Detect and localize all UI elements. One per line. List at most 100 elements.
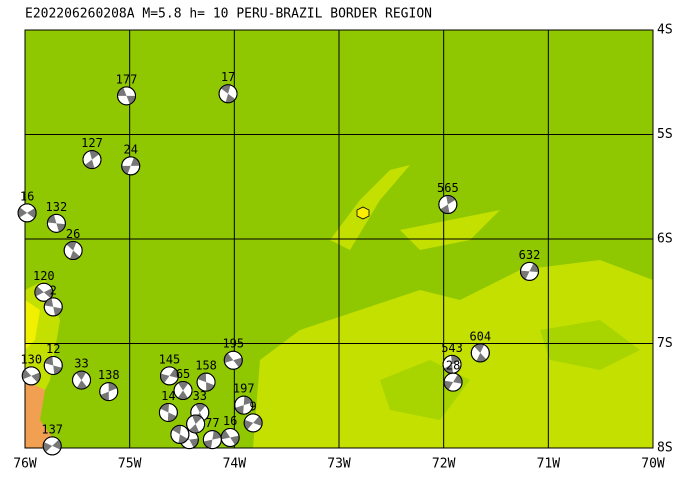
beachball-outline bbox=[170, 424, 190, 444]
depth-label: 2 bbox=[50, 283, 57, 297]
depth-label: 137 bbox=[41, 422, 63, 436]
beachball-outline bbox=[21, 366, 41, 386]
beachball-outline bbox=[63, 240, 83, 260]
beachball-outline bbox=[438, 195, 458, 215]
compression-lobe bbox=[197, 373, 215, 392]
focal-mechanism bbox=[17, 203, 37, 223]
depth-label: 16 bbox=[223, 414, 237, 428]
depth-label: 177 bbox=[116, 72, 138, 86]
compression-lobe bbox=[117, 87, 136, 105]
focal-mechanism bbox=[223, 350, 243, 370]
y-tick-label: 5S bbox=[657, 127, 673, 142]
depth-label: 604 bbox=[469, 329, 491, 343]
focal-mechanism bbox=[438, 195, 458, 215]
compression-lobe bbox=[440, 195, 456, 214]
beachball-outline bbox=[218, 84, 238, 104]
compression-lobe bbox=[22, 369, 41, 383]
focal-mechanism bbox=[220, 428, 240, 448]
x-tick-label: 76W bbox=[13, 457, 37, 472]
focal-mechanism bbox=[158, 402, 178, 422]
focal-mechanism bbox=[72, 370, 92, 390]
depth-label: 65 bbox=[176, 367, 190, 381]
compression-lobe bbox=[189, 414, 203, 433]
beachball-outline bbox=[234, 395, 254, 415]
depth-label: 14 bbox=[161, 389, 175, 403]
beachball-outline bbox=[443, 372, 463, 392]
depth-label: 26 bbox=[66, 227, 80, 241]
focal-mechanism bbox=[234, 395, 254, 415]
focal-mechanism bbox=[443, 372, 463, 392]
x-tick-label: 75W bbox=[118, 457, 142, 472]
compression-lobe bbox=[224, 353, 243, 368]
beachball-outline bbox=[43, 355, 63, 375]
compression-lobe bbox=[160, 368, 179, 384]
y-tick-label: 4S bbox=[657, 23, 673, 38]
compression-lobe bbox=[203, 430, 222, 449]
compression-lobe bbox=[121, 157, 140, 175]
focal-mechanism bbox=[159, 366, 179, 386]
depth-label: 565 bbox=[437, 181, 459, 195]
compression-lobe bbox=[220, 84, 236, 103]
compression-lobe bbox=[172, 425, 188, 444]
beachball-outline bbox=[223, 350, 243, 370]
beachball-outline bbox=[43, 297, 63, 317]
beachball-outline bbox=[72, 370, 92, 390]
y-tick-label: 8S bbox=[657, 441, 673, 456]
focal-mechanism bbox=[519, 261, 539, 281]
depth-label: 17 bbox=[221, 70, 235, 84]
orange-area bbox=[25, 380, 60, 448]
focal-mechanism bbox=[34, 282, 54, 302]
depth-label: 33 bbox=[74, 357, 88, 371]
focal-mechanism bbox=[121, 156, 141, 176]
beachball-outline bbox=[34, 282, 54, 302]
beachball-outline bbox=[117, 86, 137, 106]
depth-label: 195 bbox=[222, 337, 244, 351]
depth-label: 158 bbox=[195, 359, 217, 373]
focal-mechanism bbox=[42, 436, 62, 456]
depth-label: 127 bbox=[81, 136, 103, 150]
depth-label: 9 bbox=[250, 399, 257, 413]
focal-mechanism bbox=[21, 366, 41, 386]
map-frame bbox=[24, 29, 654, 449]
focal-mechanism bbox=[470, 343, 490, 363]
depth-label: 132 bbox=[46, 200, 68, 214]
beachball-outline bbox=[243, 413, 263, 433]
yellow-area bbox=[25, 300, 40, 350]
focal-mechanism bbox=[43, 297, 63, 317]
focal-mechanism bbox=[218, 84, 238, 104]
depth-label: 24 bbox=[123, 142, 137, 156]
compression-lobe bbox=[100, 382, 118, 401]
focal-mechanism bbox=[43, 355, 63, 375]
depth-label: 12 bbox=[46, 342, 60, 356]
focal-mechanism bbox=[63, 240, 83, 260]
compression-lobe bbox=[75, 371, 88, 390]
x-tick-label: 74W bbox=[223, 457, 247, 472]
y-tick-label: 6S bbox=[657, 232, 673, 247]
focal-mechanism bbox=[173, 381, 193, 401]
beachball-outline bbox=[158, 402, 178, 422]
x-tick-label: 71W bbox=[537, 457, 561, 472]
x-tick-label: 72W bbox=[432, 457, 456, 472]
depth-label: 145 bbox=[159, 352, 181, 366]
beachball-outline bbox=[99, 382, 119, 402]
compression-lobe bbox=[221, 430, 240, 446]
compression-lobe bbox=[444, 355, 461, 374]
beachball-outline bbox=[46, 213, 66, 233]
x-tick-label: 70W bbox=[641, 457, 665, 472]
compression-lobe bbox=[474, 343, 487, 362]
depth-label: 28 bbox=[446, 359, 460, 373]
compression-lobe bbox=[34, 286, 53, 299]
compression-lobe bbox=[44, 298, 63, 316]
beachball-outline bbox=[173, 381, 193, 401]
beachball-outline bbox=[196, 372, 216, 392]
depth-label: 543 bbox=[441, 341, 463, 355]
focal-mechanism bbox=[186, 414, 206, 434]
depth-label: 632 bbox=[519, 248, 541, 262]
compression-lobe bbox=[43, 439, 62, 453]
beachball-outline bbox=[186, 414, 206, 434]
x-tick-label: 73W bbox=[327, 457, 351, 472]
compression-lobe bbox=[18, 207, 37, 219]
focal-mechanism bbox=[202, 430, 222, 450]
lowland-shading bbox=[25, 165, 653, 448]
